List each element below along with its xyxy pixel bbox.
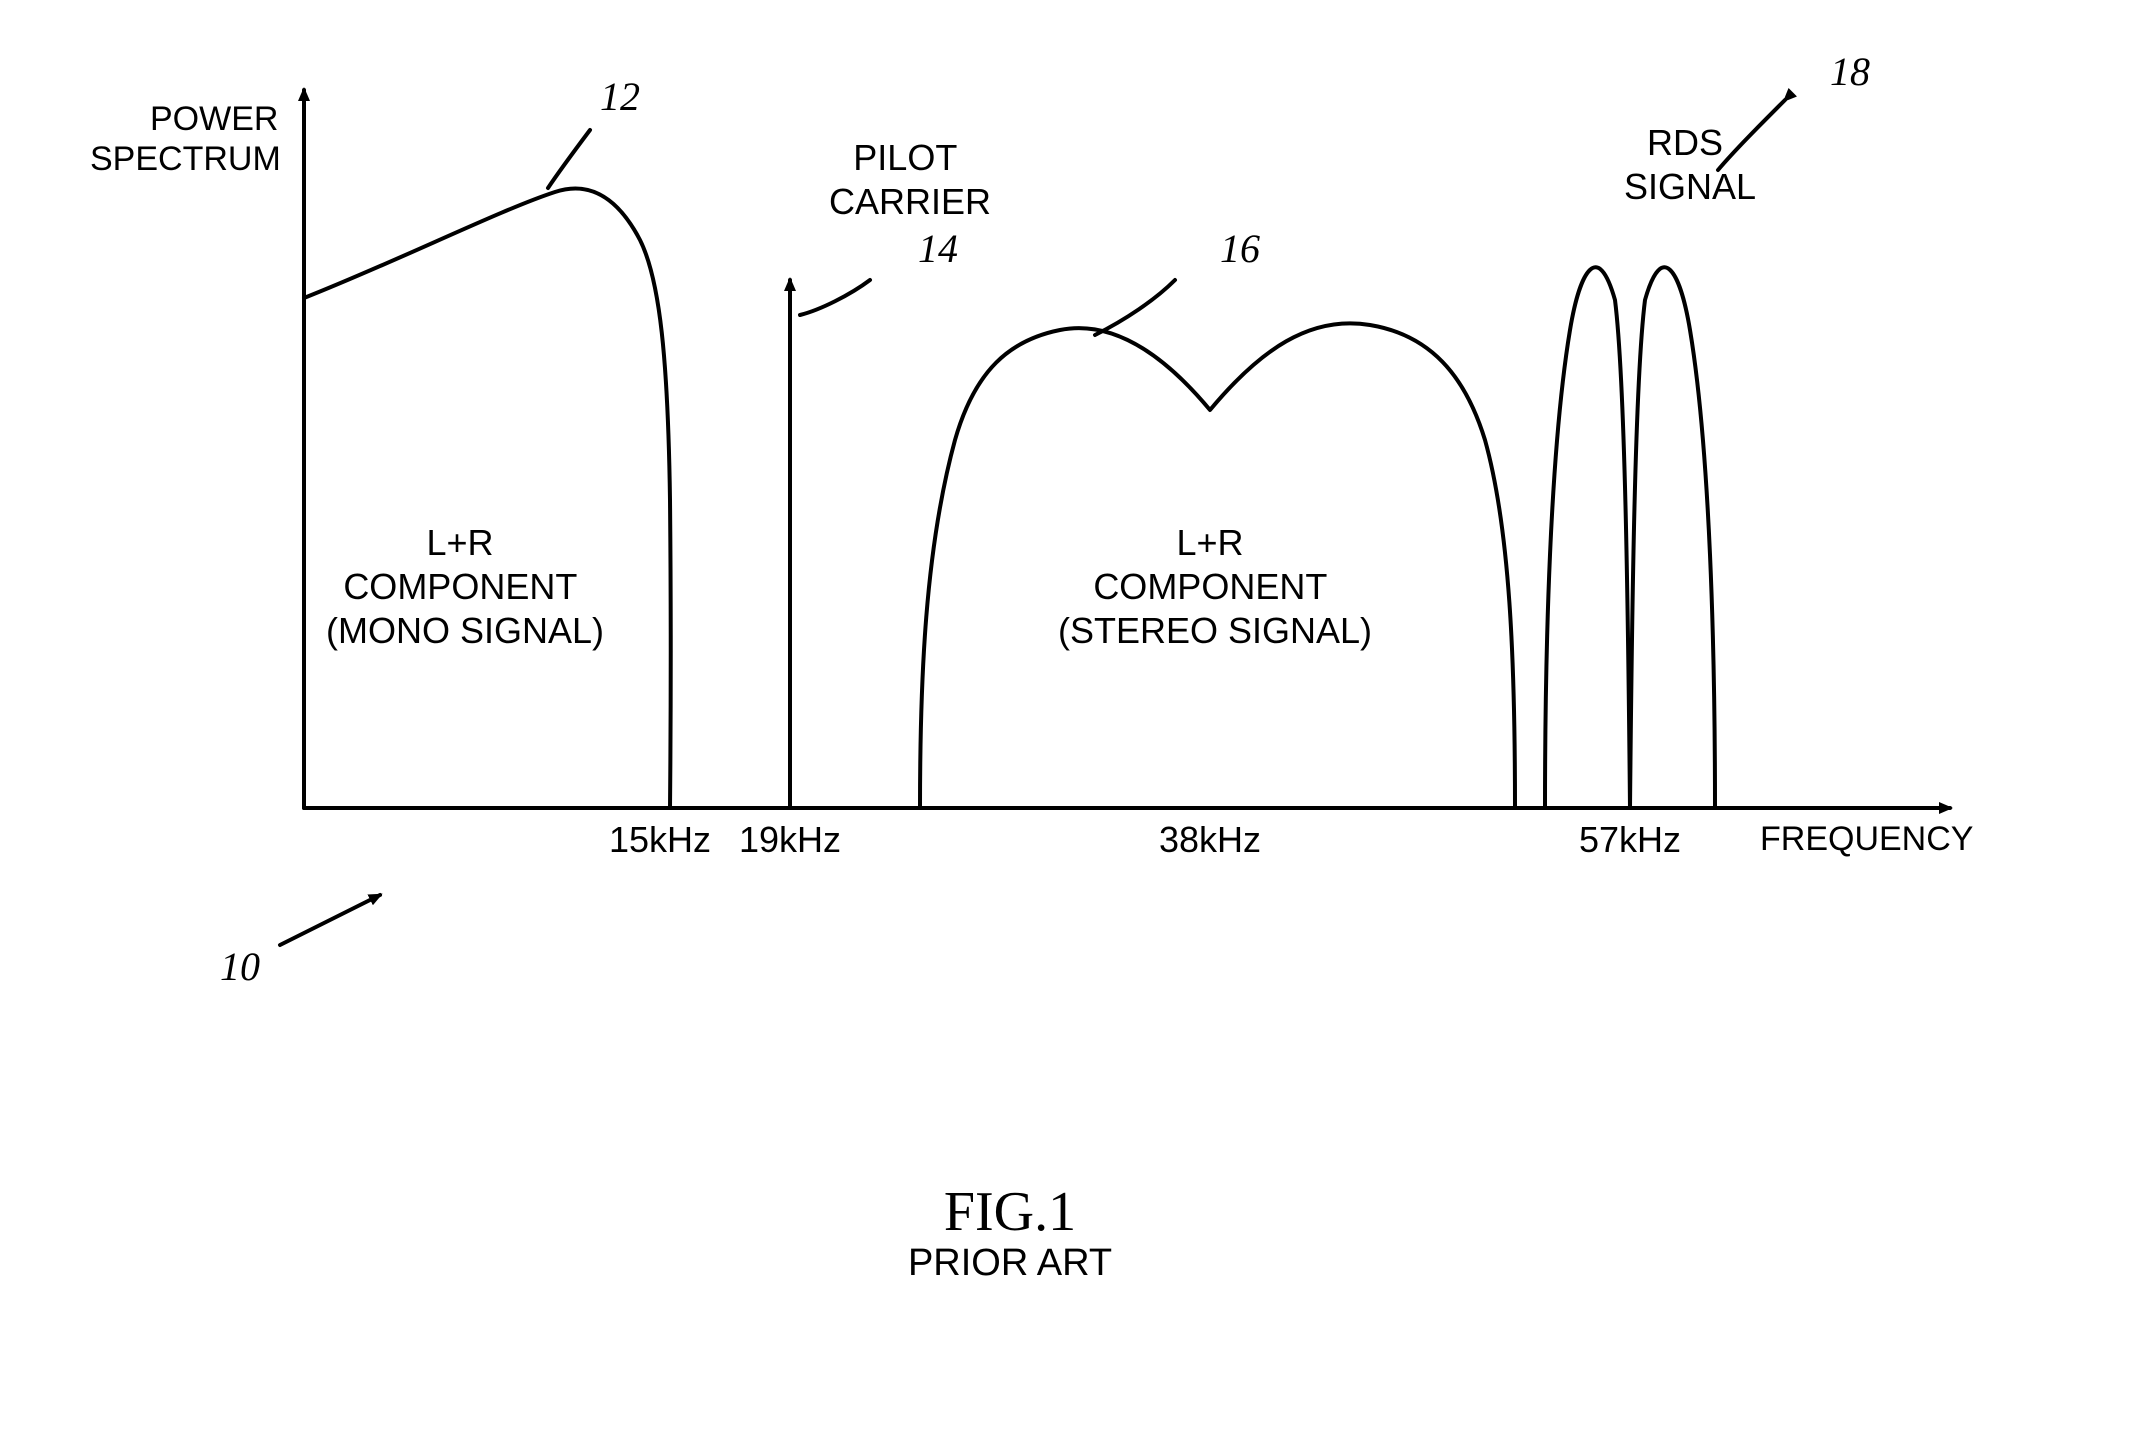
- mono-curve: [304, 188, 671, 808]
- figure-title: FIG.1: [944, 1181, 1076, 1243]
- pilot-ref-num: 14: [918, 226, 958, 271]
- mono-ref-num: 12: [600, 74, 640, 119]
- mono-label: L+R COMPONENT (MONO SIGNAL): [326, 522, 604, 651]
- figure-ref-arrow: [280, 895, 380, 945]
- tick-38khz: 38kHz: [1159, 819, 1261, 860]
- tick-57khz: 57kHz: [1579, 819, 1681, 860]
- spectrum-diagram: POWER SPECTRUM FREQUENCY 15kHz 19kHz 38k…: [0, 0, 2148, 1444]
- stereo-label: L+R COMPONENT (STEREO SIGNAL): [1058, 522, 1372, 651]
- rds-ref-num: 18: [1830, 49, 1870, 94]
- stereo-ref-leader: [1095, 280, 1175, 335]
- mono-ref-leader: [548, 130, 590, 188]
- tick-19khz: 19kHz: [739, 819, 841, 860]
- rds-label: RDS SIGNAL: [1624, 122, 1756, 207]
- y-axis-label: POWER SPECTRUM: [90, 100, 288, 178]
- figure-subtitle: PRIOR ART: [908, 1242, 1112, 1284]
- pilot-ref-leader: [800, 280, 870, 315]
- tick-15khz: 15kHz: [609, 819, 711, 860]
- x-axis-label: FREQUENCY: [1760, 820, 1973, 858]
- pilot-label: PILOT CARRIER: [829, 137, 991, 222]
- rds-curve: [1545, 267, 1715, 808]
- stereo-ref-num: 16: [1220, 226, 1260, 271]
- figure-ref-num: 10: [220, 944, 260, 989]
